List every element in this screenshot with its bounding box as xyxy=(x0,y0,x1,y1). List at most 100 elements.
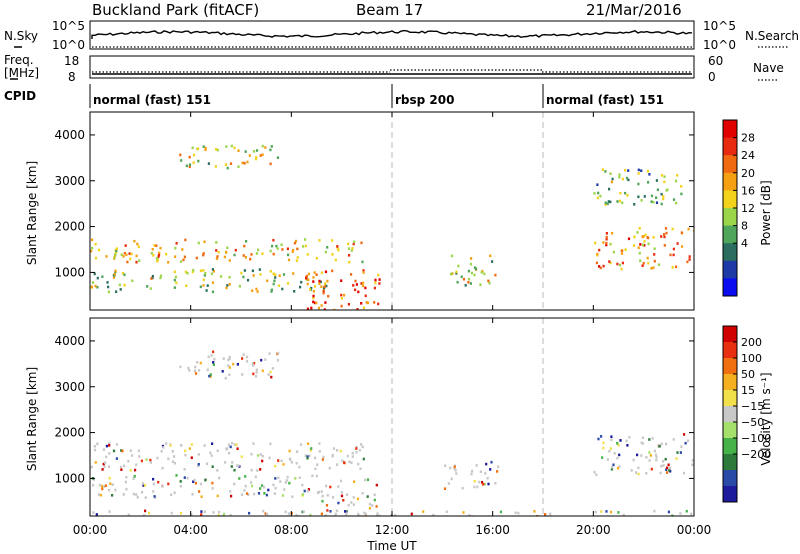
echo-cell xyxy=(266,512,269,516)
echo-cell xyxy=(269,370,272,374)
echo-cell xyxy=(174,246,177,250)
echo-cell xyxy=(605,232,608,235)
echo-cell xyxy=(298,476,301,479)
echo-cell xyxy=(620,267,623,271)
echo-cell xyxy=(183,476,186,479)
echo-cell xyxy=(191,493,194,496)
echo-cell xyxy=(296,256,299,259)
echo-cell xyxy=(109,482,112,485)
echo-cell xyxy=(617,443,620,447)
echo-cell xyxy=(230,144,233,148)
echo-cell xyxy=(456,280,459,284)
echo-cell xyxy=(233,482,236,486)
echo-cell xyxy=(619,191,622,195)
echo-cell xyxy=(213,357,216,361)
echo-cell xyxy=(354,279,357,283)
echo-cell xyxy=(184,238,187,242)
echo-cell xyxy=(129,469,132,472)
echo-cell xyxy=(608,260,611,263)
echo-cell xyxy=(606,202,609,205)
echo-cell xyxy=(272,238,275,242)
echo-cell xyxy=(180,444,183,447)
echo-cell xyxy=(363,511,366,515)
echo-cell xyxy=(269,148,272,152)
echo-cell xyxy=(108,510,111,513)
echo-cell xyxy=(320,271,323,275)
echo-cell xyxy=(321,458,324,461)
echo-cell xyxy=(244,256,247,259)
echo-cell xyxy=(273,492,276,495)
echo-cell xyxy=(674,179,678,183)
echo-cell xyxy=(114,488,117,492)
echo-cell xyxy=(269,249,272,253)
echo-cell xyxy=(211,481,214,485)
echo-cell xyxy=(671,266,674,269)
echo-cell xyxy=(460,275,463,279)
echo-cell xyxy=(350,249,353,252)
echo-cell xyxy=(691,463,694,466)
echo-cell xyxy=(470,472,473,476)
echo-cell xyxy=(340,293,343,297)
echo-cell xyxy=(598,248,601,252)
echo-cell xyxy=(361,445,364,449)
echo-cell xyxy=(245,360,249,363)
echo-cell xyxy=(173,286,176,289)
echo-cell xyxy=(646,256,649,260)
echo-cell xyxy=(601,456,604,459)
echo-cell xyxy=(461,486,464,490)
echo-cell xyxy=(212,350,215,354)
echo-cell xyxy=(616,467,620,470)
echo-cell xyxy=(360,302,363,305)
echo-cell xyxy=(123,252,126,255)
beam-title: Beam 17 xyxy=(356,1,423,19)
echo-cell xyxy=(604,201,607,205)
echo-cell xyxy=(650,194,654,198)
echo-cell xyxy=(333,308,336,310)
echo-cell xyxy=(604,170,607,173)
echo-cell xyxy=(544,513,547,516)
echo-cell xyxy=(133,475,136,478)
echo-cell xyxy=(236,363,239,366)
echo-cell xyxy=(191,146,194,150)
echo-cell xyxy=(473,485,476,489)
echo-cell xyxy=(328,466,331,470)
echo-cell xyxy=(312,280,315,283)
echo-cell xyxy=(665,468,668,471)
echo-cell xyxy=(211,465,214,468)
echo-cell xyxy=(184,270,187,274)
echo-cell xyxy=(157,253,161,257)
echo-cell xyxy=(111,483,114,486)
echo-cell xyxy=(675,265,678,269)
echo-cell xyxy=(304,454,307,457)
echo-cell xyxy=(286,247,289,251)
echo-cell xyxy=(236,447,239,450)
echo-cell xyxy=(360,241,363,245)
echo-cell xyxy=(662,195,665,198)
echo-cell xyxy=(237,149,240,152)
nsearch-tick-top: 10^5 xyxy=(703,19,736,33)
echo-cell xyxy=(141,491,144,494)
echo-cell xyxy=(651,437,654,440)
colorbar-swatch xyxy=(723,470,737,487)
echo-cell xyxy=(173,491,176,495)
echo-cell xyxy=(259,487,262,490)
echo-cell xyxy=(676,451,679,454)
echo-cell xyxy=(682,471,686,475)
echo-cell xyxy=(207,162,210,165)
echo-cell xyxy=(375,483,378,487)
echo-cell xyxy=(240,455,243,458)
echo-cell xyxy=(203,510,206,513)
echo-cell xyxy=(467,277,471,281)
echo-cell xyxy=(135,493,138,496)
echo-cell xyxy=(275,244,278,248)
echo-cell xyxy=(254,475,257,479)
echo-cell xyxy=(293,290,296,293)
echo-cell xyxy=(254,375,258,378)
echo-cell xyxy=(228,366,231,369)
echo-cell xyxy=(345,511,348,515)
echo-cell xyxy=(215,257,218,260)
x-tick-label: 16:00 xyxy=(475,523,510,537)
echo-cell xyxy=(181,248,184,251)
echo-cell xyxy=(374,278,377,282)
echo-cell xyxy=(192,268,195,272)
